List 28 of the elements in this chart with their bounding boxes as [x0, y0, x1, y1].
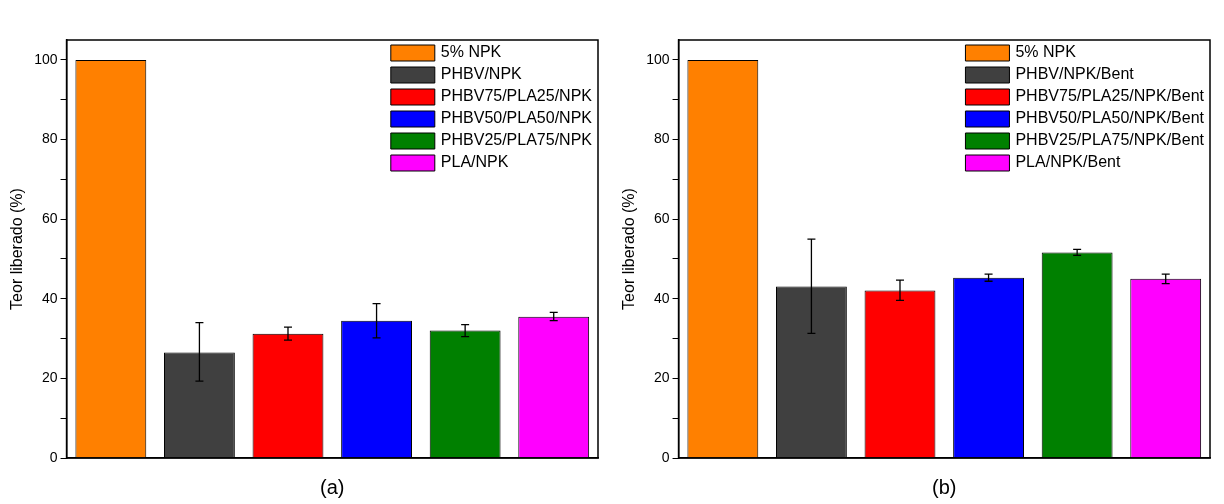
y-tick-label: 80 [41, 130, 58, 147]
legend-label: PLA/NPK/Bent [1015, 153, 1121, 171]
y-tick-label: 100 [34, 50, 58, 67]
y-tick-label: 0 [49, 448, 58, 465]
y-axis-title: Teor liberado (%) [620, 188, 638, 310]
legend-label: PHBV/NPK [440, 65, 523, 83]
y-tick-label: 60 [653, 210, 670, 226]
legend-label: PHBV75/PLA25/NPK [440, 87, 593, 105]
y-tick-label: 20 [653, 369, 670, 386]
x-axis-title: (b) [932, 475, 957, 498]
legend-label: PHBV50/PLA50/NPK/Bent [1015, 109, 1205, 127]
x-axis-title: (a) [320, 475, 345, 498]
y-tick-label: 80 [653, 130, 670, 147]
y-tick-label: 0 [661, 448, 670, 465]
y-tick-label: 40 [41, 289, 58, 306]
legend-label: PHBV75/PLA25/NPK/Bent [1015, 87, 1205, 105]
legend-label: PHBV50/PLA50/NPK [440, 109, 593, 127]
y-tick-label: 40 [653, 289, 670, 306]
legend-label: 5% NPK [440, 43, 502, 61]
legend-label: PLA/NPK [440, 153, 509, 171]
legend-label: PHBV25/PLA75/NPK [440, 131, 593, 149]
y-tick-label: 100 [646, 50, 670, 67]
y-tick-label: 20 [41, 369, 58, 386]
y-tick-label: 60 [41, 210, 58, 226]
y-axis-title: Teor liberado (%) [8, 188, 26, 310]
legend-label: 5% NPK [1015, 43, 1077, 61]
legend-label: PHBV25/PLA75/NPK/Bent [1015, 131, 1205, 149]
legend-label: PHBV/NPK/Bent [1015, 65, 1135, 83]
